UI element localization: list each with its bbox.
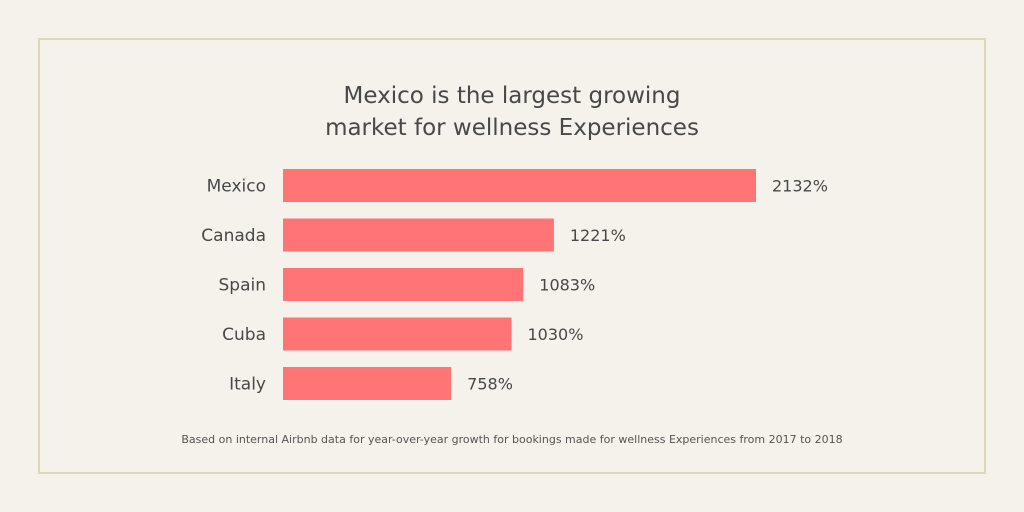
bar-mexico <box>283 169 756 202</box>
category-label: Canada <box>201 226 266 246</box>
bar-italy <box>283 367 452 400</box>
chart-title-line-1: Mexico is the largest growing <box>343 83 681 109</box>
bar-canada <box>283 218 554 252</box>
value-label: 758% <box>467 375 513 394</box>
chart-frame <box>38 38 986 474</box>
bar-spain <box>283 268 524 301</box>
category-label: Italy <box>229 375 266 395</box>
value-label: 1083% <box>539 276 595 295</box>
footnote: Based on internal Airbnb data for year-o… <box>181 433 843 446</box>
chart-title-line-2: market for wellness Experiences <box>325 115 699 141</box>
category-label: Mexico <box>207 177 266 197</box>
bar-cuba <box>283 317 512 351</box>
value-label: 1030% <box>528 325 584 344</box>
value-label: 1221% <box>570 226 626 245</box>
value-label: 2132% <box>772 177 828 196</box>
chart-title: Mexico is the largest growing market for… <box>0 80 1024 144</box>
category-label: Spain <box>219 276 267 296</box>
category-label: Cuba <box>222 325 266 345</box>
